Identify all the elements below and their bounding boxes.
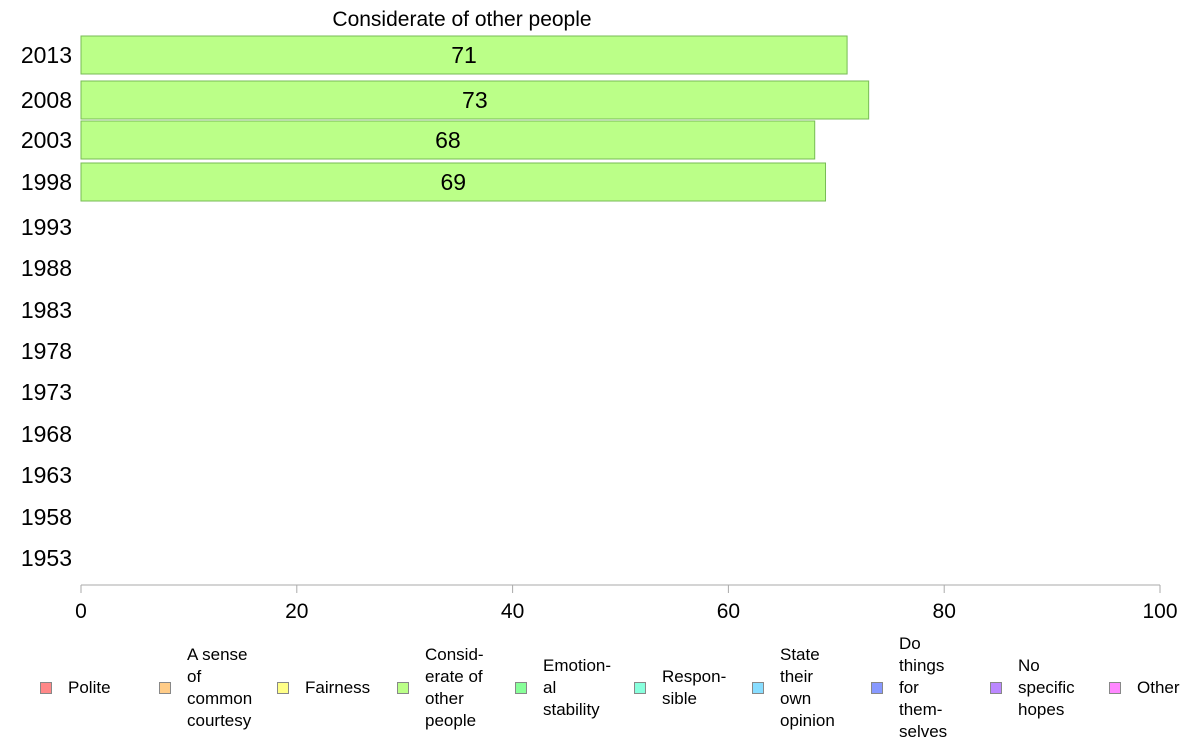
chart-title: Considerate of other people bbox=[332, 8, 591, 31]
y-tick-label: 1963 bbox=[21, 462, 72, 488]
x-tick-label: 0 bbox=[75, 600, 87, 623]
bar bbox=[80, 80, 870, 120]
y-tick-label: 1983 bbox=[21, 297, 72, 323]
legend-item: Respon- sible bbox=[634, 640, 726, 736]
legend-swatch bbox=[990, 682, 1002, 694]
bar-value-label: 69 bbox=[440, 169, 466, 195]
y-tick-label: 1998 bbox=[21, 169, 72, 195]
legend-label: Other bbox=[1137, 678, 1180, 697]
y-tick-label: 2013 bbox=[21, 42, 72, 68]
legend-swatch bbox=[277, 682, 289, 694]
legend-item: Emotion- al stability bbox=[515, 640, 611, 736]
legend-item: Consid- erate of other people bbox=[397, 640, 484, 736]
x-tick-label: 40 bbox=[501, 600, 524, 623]
legend-swatch bbox=[634, 682, 646, 694]
legend-item: Fairness bbox=[277, 640, 370, 736]
y-tick-label: 2008 bbox=[21, 87, 72, 113]
legend-item: A sense of common courtesy bbox=[159, 640, 252, 736]
legend-label: A sense of common courtesy bbox=[187, 645, 253, 730]
y-tick-label: 1988 bbox=[21, 255, 72, 281]
legend-label: Do things for them- selves bbox=[899, 634, 948, 741]
x-axis-ticks: 0 20 40 60 80 100 bbox=[75, 585, 1178, 623]
legend-label: State their own opinion bbox=[780, 645, 835, 730]
legend-swatch bbox=[752, 682, 764, 694]
legend-item: No specific hopes bbox=[990, 640, 1075, 736]
legend: Polite A sense of common courtesy Fairness… bbox=[0, 634, 1188, 741]
legend-swatch bbox=[159, 682, 171, 694]
legend-label: Polite bbox=[68, 678, 111, 697]
legend-label: Consid- erate of other people bbox=[425, 645, 484, 730]
bar bbox=[80, 120, 816, 160]
x-tick-label: 80 bbox=[933, 600, 956, 623]
legend-swatch bbox=[40, 682, 52, 694]
y-axis-tick-labels: 2013 2008 2003 1998 1993 1988 1983 1978 1973 1968… bbox=[21, 42, 72, 571]
y-tick-label: 1958 bbox=[21, 504, 72, 530]
bar bbox=[80, 35, 848, 75]
y-tick-label: 2003 bbox=[21, 127, 72, 153]
legend-swatch bbox=[871, 682, 883, 694]
legend-label: Respon- sible bbox=[662, 667, 727, 708]
legend-swatch bbox=[397, 682, 409, 694]
legend-item: Other bbox=[1109, 640, 1180, 736]
legend-item: Polite bbox=[40, 640, 111, 736]
legend-item: State their own opinion bbox=[752, 640, 835, 736]
bar-value-label: 68 bbox=[435, 127, 461, 153]
y-tick-label: 1978 bbox=[21, 338, 72, 364]
legend-label: Emotion- al stability bbox=[543, 656, 612, 719]
y-tick-label: 1993 bbox=[21, 214, 72, 240]
bars-group bbox=[80, 35, 870, 202]
y-tick-label: 1953 bbox=[21, 545, 72, 571]
x-tick-label: 60 bbox=[717, 600, 740, 623]
legend-swatch bbox=[515, 682, 527, 694]
legend-item: Do things for them- selves bbox=[871, 634, 947, 741]
bar-value-label: 73 bbox=[462, 87, 488, 113]
x-tick-label: 20 bbox=[285, 600, 308, 623]
bar bbox=[80, 162, 827, 202]
legend-swatch bbox=[1109, 682, 1121, 694]
legend-label: No specific hopes bbox=[1018, 656, 1075, 719]
y-tick-label: 1968 bbox=[21, 421, 72, 447]
legend-label: Fairness bbox=[305, 678, 371, 697]
y-tick-label: 1973 bbox=[21, 379, 72, 405]
x-tick-label: 100 bbox=[1142, 600, 1177, 623]
bar-value-label: 71 bbox=[451, 42, 477, 68]
